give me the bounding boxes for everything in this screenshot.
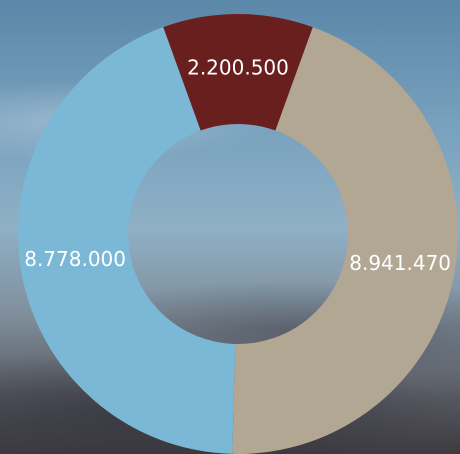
page: {"chart_data": {"type": "donut", "catego…: [0, 0, 460, 454]
value-label: 8.941.470: [349, 251, 451, 275]
chart: 2.200.500 8.941.470 8.778.000: [0, 0, 460, 454]
value-label: 8.778.000: [24, 247, 126, 271]
value-label: 2.200.500: [187, 56, 289, 80]
